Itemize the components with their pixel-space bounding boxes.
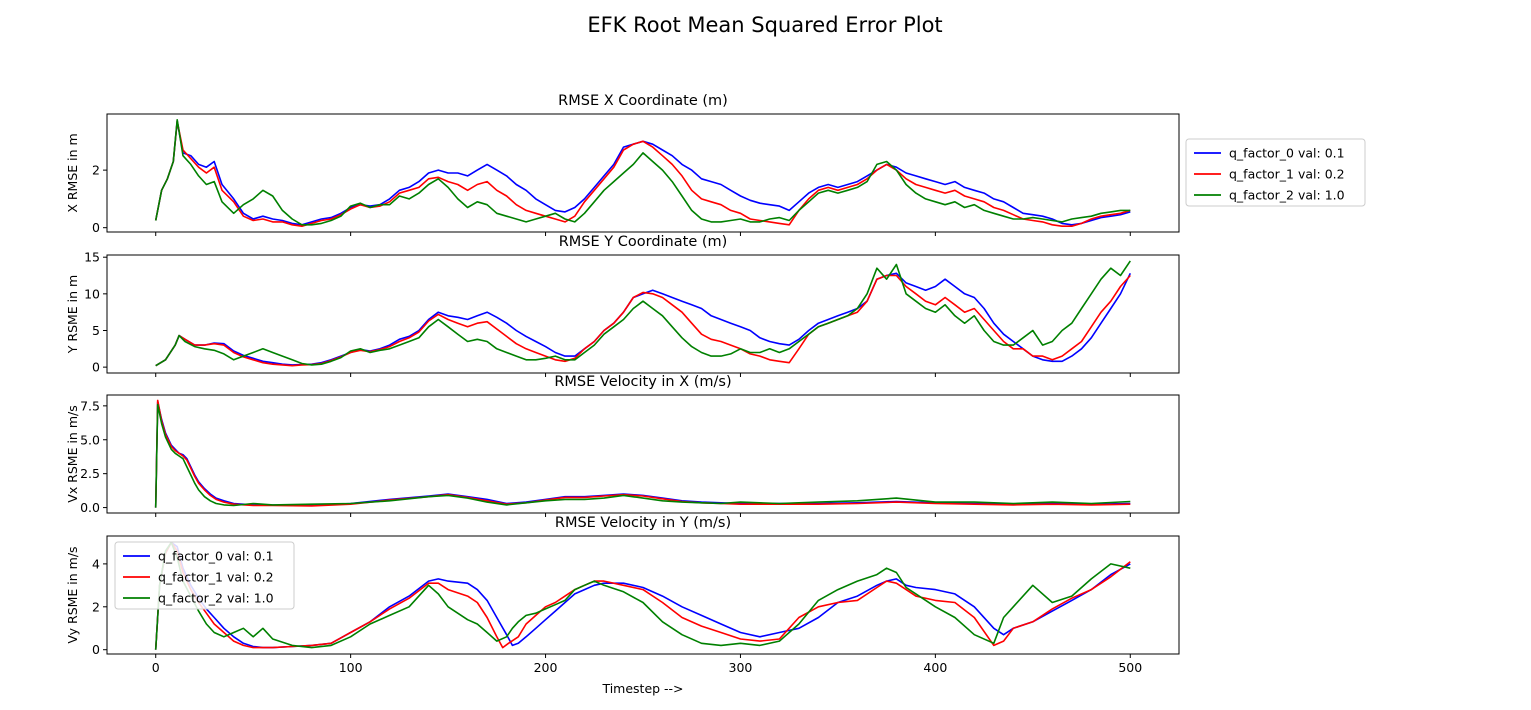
- y-tick-label: 5.0: [80, 432, 100, 447]
- y-tick-label: 15: [84, 250, 100, 265]
- series-line-q-factor-2: [154, 403, 1131, 508]
- axes-frame: [106, 535, 1180, 655]
- x-tick-label: 100: [339, 660, 363, 675]
- x-tick-label: 200: [534, 660, 558, 675]
- y-tick-label: 4: [92, 556, 100, 571]
- axes-frame: [106, 254, 1180, 374]
- y-axis-label: Vx RSME in m/s: [65, 405, 80, 502]
- legend-label: q_factor_0 val: 0.1: [1229, 146, 1345, 161]
- legend: q_factor_0 val: 0.1 q_factor_1 val: 0.2 q_…: [114, 541, 295, 610]
- x-axis-label: Timestep -->: [601, 681, 683, 696]
- y-tick-label: 2: [92, 163, 100, 178]
- legend-label: q_factor_0 val: 0.1: [158, 549, 274, 564]
- series-line-q-factor-1: [155, 274, 1131, 367]
- y-tick-label: 2.5: [80, 466, 100, 481]
- subplot-3: RMSE Velocity in Y (m/s) 0 2 4 Vy RSME in m/…: [65, 515, 1180, 675]
- y-tick-label: 5: [92, 323, 100, 338]
- series-line-q-factor-1: [154, 399, 1131, 508]
- legend-box: [114, 541, 295, 610]
- x-tick-label: 0: [152, 660, 160, 675]
- x-tick-label: 400: [923, 660, 947, 675]
- subplot-0: RMSE X Coordinate (m) 0 2 X RMSE in m q_fact…: [65, 93, 1366, 236]
- figure-title: EFK Root Mean Squared Error Plot: [587, 13, 942, 37]
- y-axis-label: X RMSE in m: [65, 133, 80, 212]
- y-tick-label: 0: [92, 220, 100, 235]
- subplot-title: RMSE Y Coordinate (m): [559, 234, 728, 250]
- series-line-q-factor-2: [154, 119, 1131, 226]
- legend-label: q_factor_1 val: 0.2: [1229, 167, 1345, 182]
- series-line-q-factor-1: [154, 541, 1131, 650]
- series-line-q-factor-2: [155, 260, 1131, 367]
- legend: q_factor_0 val: 0.1 q_factor_1 val: 0.2 q_…: [1185, 138, 1366, 207]
- legend-label: q_factor_2 val: 1.0: [158, 591, 274, 606]
- axes-frame: [106, 113, 1180, 233]
- y-axis-label: Y RSME in m: [65, 275, 80, 354]
- legend-label: q_factor_1 val: 0.2: [158, 570, 274, 585]
- y-tick-label: 0: [92, 642, 100, 657]
- y-tick-label: 0: [92, 360, 100, 375]
- y-tick-label: 0.0: [80, 500, 100, 515]
- y-tick-label: 7.5: [80, 398, 100, 413]
- subplot-title: RMSE X Coordinate (m): [558, 93, 728, 109]
- subplot-1: RMSE Y Coordinate (m) 0 5 10 15 Y RSME in m: [65, 234, 1180, 377]
- subplots: RMSE X Coordinate (m) 0 2 X RMSE in m q_fact…: [65, 93, 1366, 675]
- axes-frame: [106, 394, 1180, 514]
- subplot-2: RMSE Velocity in X (m/s) 0.0 2.5 5.0 7.5Vx R…: [65, 374, 1180, 517]
- y-axis-label: Vy RSME in m/s: [65, 546, 80, 643]
- legend-label: q_factor_2 val: 1.0: [1229, 188, 1345, 203]
- series-line-q-factor-2: [154, 541, 1131, 650]
- series-line-q-factor-0: [154, 541, 1131, 650]
- legend-box: [1185, 138, 1366, 207]
- series-line-q-factor-0: [154, 120, 1131, 226]
- y-tick-label: 10: [84, 286, 100, 301]
- x-tick-label: 300: [729, 660, 753, 675]
- subplot-title: RMSE Velocity in X (m/s): [554, 374, 731, 390]
- series-line-q-factor-0: [154, 401, 1131, 508]
- subplot-title: RMSE Velocity in Y (m/s): [555, 515, 731, 531]
- x-tick-label: 500: [1118, 660, 1142, 675]
- y-tick-label: 2: [92, 599, 100, 614]
- series-line-q-factor-1: [154, 120, 1131, 227]
